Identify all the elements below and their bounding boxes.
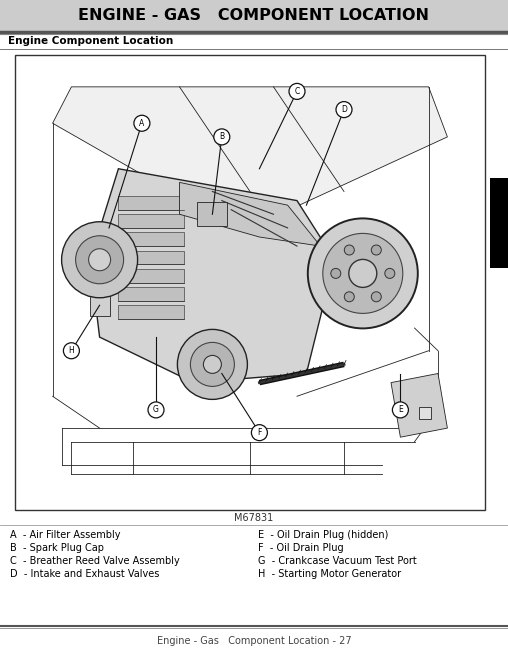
Circle shape	[371, 245, 382, 255]
Text: G  - Crankcase Vacuum Test Port: G - Crankcase Vacuum Test Port	[258, 556, 417, 566]
Circle shape	[385, 268, 395, 278]
Circle shape	[177, 330, 247, 399]
Text: C  - Breather Reed Valve Assembly: C - Breather Reed Valve Assembly	[10, 556, 180, 566]
Bar	[118, 251, 184, 265]
Text: Engine - Gas   Component Location - 27: Engine - Gas Component Location - 27	[156, 636, 352, 646]
Circle shape	[331, 268, 341, 278]
Polygon shape	[391, 374, 448, 437]
Circle shape	[134, 115, 150, 131]
Circle shape	[61, 222, 138, 298]
Text: F  - Oil Drain Plug: F - Oil Drain Plug	[258, 543, 343, 553]
Text: D: D	[341, 105, 347, 114]
Circle shape	[289, 84, 305, 99]
Bar	[15, 55, 485, 510]
Text: A  - Air Filter Assembly: A - Air Filter Assembly	[10, 530, 120, 540]
Bar	[419, 407, 431, 419]
Circle shape	[148, 402, 164, 418]
Bar	[198, 202, 228, 226]
Text: E: E	[398, 405, 403, 415]
Polygon shape	[90, 168, 335, 382]
Text: B: B	[219, 132, 225, 141]
Polygon shape	[53, 87, 448, 228]
Text: A: A	[139, 118, 144, 128]
Circle shape	[371, 291, 382, 302]
Bar	[118, 215, 184, 228]
Circle shape	[76, 236, 123, 284]
Bar	[118, 305, 184, 319]
Text: C: C	[294, 87, 300, 96]
Polygon shape	[179, 182, 321, 246]
Text: H  - Starting Motor Generator: H - Starting Motor Generator	[258, 569, 401, 579]
Circle shape	[392, 402, 408, 418]
Bar	[490, 178, 508, 268]
Circle shape	[323, 234, 403, 313]
Circle shape	[214, 129, 230, 145]
Text: H: H	[69, 346, 74, 355]
Bar	[118, 196, 184, 210]
Text: F: F	[257, 428, 262, 437]
Text: E  - Oil Drain Plug (hidden): E - Oil Drain Plug (hidden)	[258, 530, 389, 540]
Text: D  - Intake and Exhaust Valves: D - Intake and Exhaust Valves	[10, 569, 160, 579]
Circle shape	[336, 101, 352, 118]
Circle shape	[203, 355, 221, 373]
Circle shape	[251, 424, 267, 441]
Circle shape	[308, 218, 418, 328]
Circle shape	[344, 245, 354, 255]
Bar	[118, 287, 184, 301]
Text: G: G	[153, 405, 159, 415]
Circle shape	[88, 249, 111, 270]
Text: Engine Component Location: Engine Component Location	[8, 36, 173, 46]
Circle shape	[344, 291, 354, 302]
Bar	[0, 0, 508, 32]
Bar	[118, 232, 184, 246]
Bar	[118, 269, 184, 282]
Bar	[89, 295, 110, 316]
Text: ENGINE - GAS   COMPONENT LOCATION: ENGINE - GAS COMPONENT LOCATION	[79, 9, 429, 24]
Circle shape	[64, 343, 79, 359]
Text: M67831: M67831	[234, 513, 274, 523]
Text: B  - Spark Plug Cap: B - Spark Plug Cap	[10, 543, 104, 553]
Circle shape	[349, 259, 377, 288]
Circle shape	[190, 342, 234, 386]
